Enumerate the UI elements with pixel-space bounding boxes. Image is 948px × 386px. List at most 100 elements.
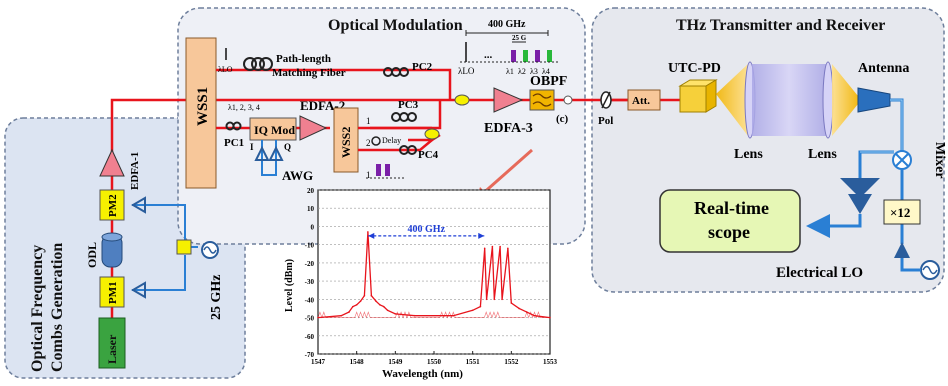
lo-amp: [894, 242, 910, 258]
spec-ellipsis: ...: [484, 49, 493, 61]
laser-box: [98, 317, 126, 369]
edfa3-amplifier: [493, 87, 524, 113]
spec-ch3: [535, 50, 540, 62]
coupler-2: [454, 94, 470, 106]
wss2-box: [333, 107, 359, 173]
chart-data-point: [386, 309, 389, 312]
rf-sine: [203, 246, 217, 254]
spec-l1: λ1: [506, 67, 514, 76]
chart-data-point: [518, 307, 520, 310]
pol-slash: [601, 91, 611, 109]
chart-y-tick-label: -50: [305, 315, 315, 323]
chart-data-point: [370, 294, 373, 297]
antenna-icon: [857, 87, 891, 113]
chart-data-point: [507, 247, 509, 250]
scope-box: [659, 189, 801, 253]
lo-label: Electrical LO: [776, 265, 863, 281]
coupler-1: [424, 128, 440, 140]
beam-2: [752, 64, 826, 136]
pm1-label: PM1: [107, 281, 119, 304]
chart-series-line: [317, 231, 551, 319]
chart-data-point: [483, 247, 486, 250]
port2-label: 2: [366, 138, 371, 148]
att-label: Att.: [632, 95, 650, 107]
chart-annotation-head-right: [478, 232, 485, 239]
spec-ch1: [511, 50, 516, 62]
rx-amp-2: [848, 194, 872, 214]
spec-l4: λ4: [542, 67, 550, 76]
chart-data-point: [340, 314, 343, 317]
odl-label: ODL: [85, 242, 99, 268]
rf-splitter: [176, 239, 192, 255]
path-fiber-label-1: Path-length: [276, 53, 331, 65]
spec-l3: λ3: [530, 67, 538, 76]
wss1-box: [185, 37, 217, 189]
chart-data-point: [348, 311, 350, 313]
pc2-icon: [383, 67, 409, 77]
chart-annotation-head-left: [368, 232, 375, 239]
chart-plot-area: [317, 189, 551, 355]
lens-1-label: Lens: [734, 147, 763, 162]
comb-title-line1: Optical Frequency: [29, 245, 46, 372]
chart-ylabel: Level (dBm): [284, 259, 295, 312]
spec-ch4: [547, 50, 552, 62]
chart-y-tick-label: -70: [305, 351, 315, 359]
edfa1-label: EDFA-1: [129, 152, 141, 190]
rf-amp-top: [131, 196, 146, 214]
tap-point: [563, 95, 573, 105]
scope-label-2: scope: [708, 222, 750, 242]
chart-data-point: [413, 314, 416, 317]
chart-data-point: [355, 304, 358, 306]
pc4-label: PC4: [418, 149, 439, 161]
scope-label-1: Real-time: [694, 198, 769, 218]
chart-data-point: [379, 304, 381, 306]
pc4-icon: [399, 145, 417, 155]
rf-source-label: 25 GHz: [209, 275, 224, 321]
mixer-x: [895, 153, 909, 167]
pc1-label: PC1: [224, 137, 244, 149]
odl-cylinder-top: [101, 232, 123, 242]
edfa1-amplifier: [99, 148, 125, 177]
fiber-wss2-out: [358, 126, 433, 152]
i-port-label: I: [250, 142, 254, 152]
chart-data-point: [493, 298, 496, 301]
chart-data-point: [367, 231, 369, 233]
antenna-label: Antenna: [858, 61, 909, 76]
chart-data-point: [510, 302, 513, 304]
lo-sine: [922, 265, 938, 275]
chart-x-tick-label: 1550: [427, 358, 442, 366]
channels-label: λ1, 2, 3, 4: [228, 103, 260, 112]
spec-ch2: [523, 50, 528, 62]
wss1-label: WSS1: [195, 87, 211, 126]
pc3-icon: [391, 112, 417, 122]
spec-400g-bracket: [465, 30, 549, 36]
chart-x-tick-label: 1553: [543, 358, 558, 366]
wss2-label: WSS2: [339, 127, 353, 158]
rf-amp-bottom: [131, 281, 146, 299]
chart-y-tick-label: -40: [305, 296, 315, 304]
chart-noise-floor: [317, 311, 550, 319]
spec-lo-label: λLO: [458, 66, 475, 76]
pc1-icon: [225, 121, 242, 131]
chart-data-point: [394, 313, 397, 315]
chart-data-point: [491, 245, 494, 248]
iq-mod-label: IQ Mod: [254, 123, 295, 137]
chart-x-tick-label: 1547: [311, 358, 326, 366]
lo-wire: [900, 258, 921, 272]
multiplier-label: ×12: [890, 205, 910, 220]
lo-mini-label: λLO: [218, 65, 233, 74]
chart-y-tick-label: -30: [305, 278, 315, 286]
pm2-box: [99, 189, 125, 221]
lens-2-icon: [822, 61, 834, 139]
thz-title: THz Transmitter and Receiver: [676, 17, 885, 34]
obpf-wave: [532, 93, 552, 107]
chart-pointer-arrow: [479, 148, 533, 198]
att-box: [627, 89, 661, 111]
modulation-title: Optical Modulation: [328, 17, 463, 34]
chart-data-point: [363, 294, 366, 297]
awg-arrow-i: [254, 145, 270, 161]
spec-25g-label: 25 G: [512, 34, 527, 42]
utc-pd-label: UTC-PD: [668, 61, 721, 76]
comb-title-line2: Combs Generation: [49, 243, 66, 372]
